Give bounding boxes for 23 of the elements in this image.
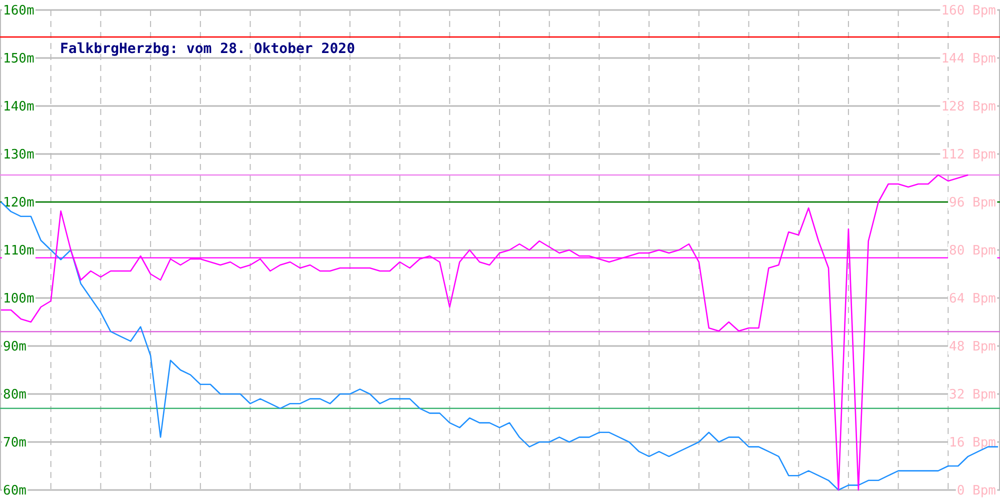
text: FalkbrgHerzbg: vom 28. Oktober 2020 — [60, 41, 356, 57]
y2-tick-label: 64 Bpm — [949, 292, 996, 307]
y2-tick-label: 32 Bpm — [949, 388, 996, 403]
y-tick-label: 130m — [3, 148, 34, 163]
y-tick-label: 70m — [3, 436, 27, 451]
y-tick-label: 160m — [3, 4, 34, 19]
y-tick-label: 140m — [3, 100, 34, 115]
y-tick-label: 90m — [3, 340, 27, 355]
y2-tick-label: 144 Bpm — [941, 52, 996, 67]
y2-tick-label: 128 Bpm — [941, 100, 996, 115]
y2-tick-label: 80 Bpm — [949, 244, 996, 259]
y-tick-label: 60m — [3, 484, 27, 499]
y-tick-label: 80m — [3, 388, 27, 403]
y2-tick-label: 16 Bpm — [949, 436, 996, 451]
y2-tick-label: 96 Bpm — [949, 196, 996, 211]
y-tick-label: 120m — [3, 196, 34, 211]
y2-tick-label: 0 Bpm — [956, 484, 996, 499]
y-tick-label: 100m — [3, 292, 34, 307]
y2-tick-label: 48 Bpm — [949, 340, 996, 355]
y2-tick-label: 160 Bpm — [941, 4, 996, 19]
y2-tick-label: 112 Bpm — [941, 148, 996, 163]
y-tick-label: 110m — [3, 244, 34, 259]
y-tick-label: 150m — [3, 52, 34, 67]
